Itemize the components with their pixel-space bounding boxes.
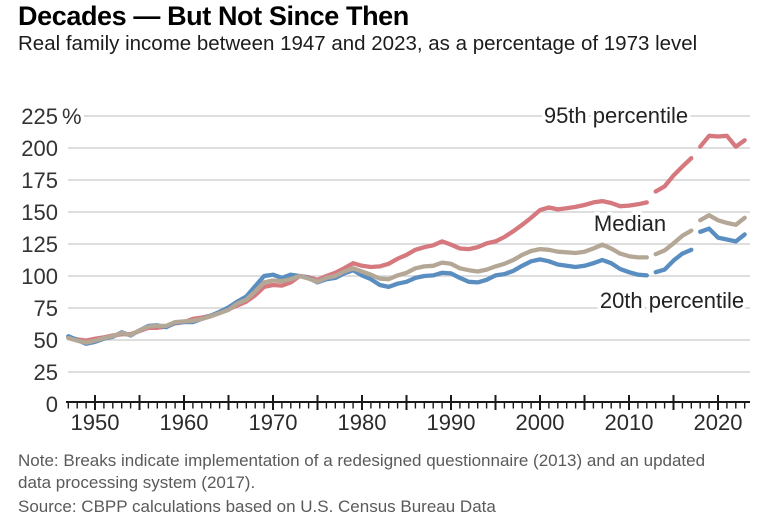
chart-source: Source: CBPP calculations based on U.S. … — [18, 497, 496, 513]
series-lines — [66, 133, 747, 346]
y-tick-label: 50 — [34, 328, 58, 353]
y-tick-label: 100 — [21, 264, 58, 289]
series-segment — [698, 213, 747, 227]
series-segment — [698, 226, 747, 244]
x-tick-label: 1980 — [338, 410, 387, 435]
x-tick-label: 2000 — [516, 410, 565, 435]
y-tick-label: 225 — [21, 104, 58, 129]
series-segment — [653, 156, 694, 194]
series-median — [66, 213, 747, 345]
series-segment — [653, 247, 694, 275]
chart-note: Note: Breaks indicate implementation of … — [18, 450, 705, 494]
y-tick-label: 125 — [21, 232, 58, 257]
series-label-95th-percentile: 95th percentile — [544, 103, 688, 128]
y-tick-label: 200 — [21, 136, 58, 161]
series-segment — [698, 133, 747, 149]
series-label-20th-percentile: 20th percentile — [600, 288, 744, 313]
y-tick-label: 150 — [21, 200, 58, 225]
x-axis: 1950 1960 1970 1980 1990 2000 2010 2020 — [66, 395, 750, 435]
series-segment — [66, 242, 649, 345]
y-axis-unit-label: % — [62, 104, 82, 129]
x-tick-label: 2020 — [694, 410, 743, 435]
y-tick-label: 75 — [34, 296, 58, 321]
y-tick-label: 0 — [46, 392, 58, 417]
x-tick-label: 1970 — [249, 410, 298, 435]
x-tick-label: 1960 — [160, 410, 209, 435]
series-label-median: Median — [594, 211, 666, 236]
y-tick-label: 175 — [21, 168, 58, 193]
page-subtitle: Real family income between 1947 and 2023… — [18, 32, 698, 55]
y-axis: 0 25 50 75 100 125 150 175 200 225% — [18, 101, 85, 421]
gridlines — [68, 115, 750, 373]
note-line-1: Note: Breaks indicate implementation of … — [18, 451, 706, 470]
page-title: Decades — But Not Since Then — [18, 1, 409, 31]
x-tick-label: 1950 — [71, 410, 120, 435]
y-tick-label: 25 — [34, 360, 58, 385]
x-tick-label: 1990 — [427, 410, 476, 435]
series-segment — [653, 228, 694, 257]
note-line-2: data processing system (2017). — [18, 473, 256, 492]
series-labels: 95th percentile Median 20th percentile — [540, 100, 747, 317]
x-tick-label: 2010 — [605, 410, 654, 435]
